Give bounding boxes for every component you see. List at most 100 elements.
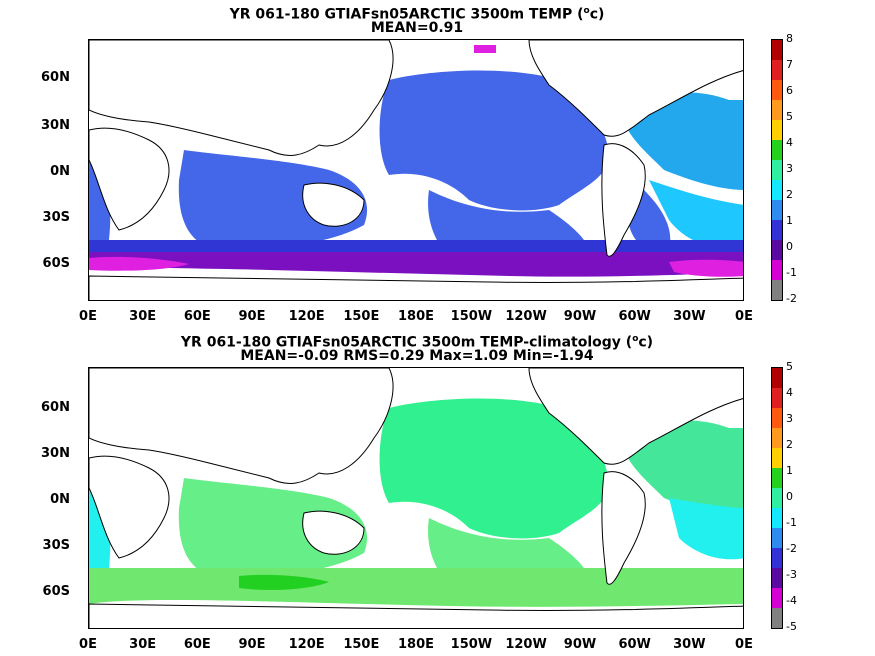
colorbar-tick-label: 2 (786, 188, 793, 201)
colorbar-tick-label: 4 (786, 136, 793, 149)
colorbar-tick-label: 1 (786, 464, 793, 477)
colorbar-tick-label: -1 (786, 266, 797, 279)
lon-tick-label: 60E (183, 637, 211, 652)
africa (89, 455, 170, 559)
colorbar-swatch (772, 120, 782, 140)
panel1-lat-label: 30N (41, 118, 70, 133)
lon-tick-label: 120E (288, 309, 325, 324)
north-america (528, 368, 743, 465)
colorbar-swatch (772, 548, 782, 568)
indian-anomaly (178, 478, 368, 578)
lon-tick-label: 120W (505, 637, 547, 652)
colorbar-swatch (772, 140, 782, 160)
colorbar-tick-label: 2 (786, 438, 793, 451)
lon-tick-label: 0E (735, 637, 753, 652)
colorbar-swatch (772, 528, 782, 548)
lon-tick-label: 0E (79, 637, 97, 652)
eurasia (89, 40, 394, 156)
panel1-lat-label: 30S (42, 210, 70, 225)
panel2-lat-label: 30N (41, 446, 70, 461)
lon-tick-label: 0E (735, 309, 753, 324)
colorbar-swatch (772, 368, 782, 388)
panel2-title: YR 061-180 GTIAFsn05ARCTIC 3500m TEMP-cl… (180, 334, 654, 351)
colorbar-tick-label: -2 (786, 542, 797, 555)
panel2-subtitle: MEAN=-0.09 RMS=0.29 Max=1.09 Min=-1.94 (240, 348, 594, 364)
arctic-patch (474, 45, 496, 53)
lon-tick-label: 90E (238, 637, 266, 652)
panel1-colorbar (771, 39, 783, 301)
colorbar-tick-label: -4 (786, 594, 797, 607)
colorbar-tick-label: 8 (786, 32, 793, 45)
colorbar-swatch (772, 588, 782, 608)
colorbar-tick-label: 6 (786, 84, 793, 97)
south-atlantic-anomaly (669, 498, 743, 560)
colorbar-swatch (772, 468, 782, 488)
colorbar-tick-label: 5 (786, 110, 793, 123)
panel1-lat-label: 0N (50, 164, 70, 179)
north-america (528, 40, 743, 137)
colorbar-tick-label: 1 (786, 214, 793, 227)
pacific-field (379, 70, 609, 211)
colorbar-swatch (772, 240, 782, 260)
lon-tick-label: 90W (563, 309, 597, 324)
lon-tick-label: 90W (563, 637, 597, 652)
magenta-patch-west (89, 256, 189, 271)
green-patch (239, 574, 329, 590)
lon-tick-label: 60E (183, 309, 211, 324)
panel2-lat-label: 60S (42, 584, 70, 599)
colorbar-swatch (772, 568, 782, 588)
lon-tick-label: 150E (343, 309, 380, 324)
colorbar-swatch (772, 448, 782, 468)
colorbar-swatch (772, 260, 782, 280)
colorbar-swatch (772, 608, 782, 628)
colorbar-swatch (772, 428, 782, 448)
panel2-lat-label: 0N (50, 492, 70, 507)
colorbar-tick-label: 5 (786, 360, 793, 373)
colorbar-swatch (772, 80, 782, 100)
lon-tick-label: 150E (343, 637, 380, 652)
colorbar-swatch (772, 40, 782, 60)
colorbar-tick-label: 3 (786, 412, 793, 425)
antarctica (89, 603, 743, 628)
southern-band (89, 240, 743, 252)
north-atlantic-field (619, 92, 743, 190)
lon-tick-label: 90E (238, 309, 266, 324)
lon-tick-label: 30W (673, 309, 706, 324)
colorbar-tick-label: -2 (786, 292, 797, 305)
colorbar-swatch (772, 200, 782, 220)
colorbar-swatch (772, 408, 782, 428)
panel2-map (88, 367, 744, 629)
colorbar-swatch (772, 488, 782, 508)
southern-ocean (89, 252, 743, 277)
lon-tick-label: 0E (79, 309, 97, 324)
australia (302, 182, 365, 227)
colorbar-tick-label: -3 (786, 568, 797, 581)
lon-tick-label: 30W (673, 637, 706, 652)
eurasia (89, 368, 394, 484)
lon-tick-label: 60W (618, 309, 651, 324)
pacific-anomaly (379, 398, 609, 539)
panel1-lat-label: 60S (42, 256, 70, 271)
colorbar-swatch (772, 280, 782, 300)
colorbar-tick-label: 3 (786, 162, 793, 175)
lon-tick-label: 60W (618, 637, 651, 652)
panel2-lat-label: 60N (41, 400, 70, 415)
lon-tick-label: 150W (450, 309, 493, 324)
colorbar-tick-label: -1 (786, 516, 797, 529)
colorbar-swatch (772, 60, 782, 80)
colorbar-tick-label: 0 (786, 490, 793, 503)
panel1-map (88, 39, 744, 301)
colorbar-tick-label: 0 (786, 240, 793, 253)
magenta-patch-east (669, 259, 743, 277)
indian-field (178, 150, 368, 250)
colorbar-tick-label: -5 (786, 620, 797, 633)
lon-tick-label: 180E (397, 309, 435, 324)
lon-tick-label: 120W (505, 309, 547, 324)
colorbar-tick-label: 7 (786, 58, 793, 71)
lon-tick-label: 120E (288, 637, 325, 652)
southern-anomaly (89, 568, 743, 607)
colorbar-tick-label: 4 (786, 386, 793, 399)
panel1-lat-label: 60N (41, 70, 70, 85)
colorbar-swatch (772, 388, 782, 408)
lon-tick-label: 150W (450, 637, 493, 652)
